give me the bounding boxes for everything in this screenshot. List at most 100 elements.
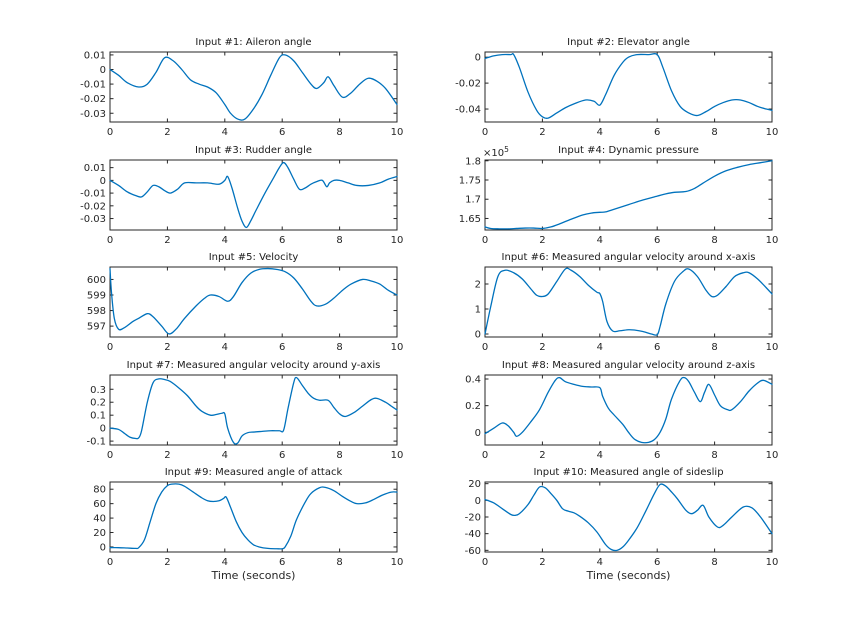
subplot-title: Input #4: Dynamic pressure: [558, 145, 699, 156]
signal-line: [109, 483, 398, 550]
y-tick-label: 0.3: [90, 384, 106, 395]
x-tick-label: 4: [222, 127, 228, 138]
subplot-title: Input #9: Measured angle of attack: [165, 467, 343, 478]
y-tick-label: 0: [475, 496, 481, 507]
subplot-title: Input #6: Measured angular velocity arou…: [502, 252, 756, 263]
y-tick-label: -60: [465, 546, 481, 557]
x-tick-label: 0: [107, 557, 113, 568]
x-tick-label: 2: [539, 557, 545, 568]
x-tick-label: 8: [336, 127, 342, 138]
subplot-4: Input #4: Dynamic pressure ×105 0 2 4 6 8 10 1.6…: [459, 145, 779, 246]
y-tick-label: 40: [93, 514, 106, 525]
axes-box: [484, 266, 773, 338]
x-tick-label: 8: [711, 235, 717, 246]
y-tick-label: -0.02: [80, 94, 106, 105]
subplot-6: Input #6: Measured angular velocity arou…: [475, 252, 779, 353]
subplot-title: Input #3: Rudder angle: [195, 145, 312, 156]
x-tick-label: 6: [654, 342, 660, 353]
axes-box: [109, 481, 398, 553]
y-tick-label: 0: [475, 427, 481, 438]
y-tick-label: -20: [465, 513, 481, 524]
subplot-title: Input #7: Measured angular velocity arou…: [127, 360, 381, 371]
x-tick-label: 8: [711, 557, 717, 568]
subplot-title: Input #2: Elevator angle: [567, 37, 690, 48]
y-tick-label: 0: [100, 423, 106, 434]
y-tick-label: -0.03: [80, 109, 106, 120]
x-tick-label: 6: [654, 450, 660, 461]
x-tick-label: 8: [711, 127, 717, 138]
x-tick-label: 4: [222, 235, 228, 246]
subplot-2: Input #2: Elevator angle 0 2 4 6 8 10 -0.04 -0.0…: [455, 37, 779, 138]
axes-box: [109, 374, 398, 445]
y-tick-label: 0: [475, 53, 481, 64]
x-tick-label: 0: [482, 342, 488, 353]
x-tick-label: 4: [597, 235, 603, 246]
x-tick-label: 0: [107, 450, 113, 461]
x-tick-label: 8: [336, 450, 342, 461]
y-tick-label: 599: [87, 291, 106, 302]
x-tick-label: 6: [279, 450, 285, 461]
y-tick-label: -0.1: [86, 436, 106, 447]
subplot-10: Input #10: Measured angle of sideslip 0 2 4…: [465, 467, 779, 582]
x-tick-label: 6: [654, 557, 660, 568]
x-tick-label: 6: [654, 235, 660, 246]
x-tick-label: 0: [482, 127, 488, 138]
y-tick-label: -0.04: [455, 105, 481, 116]
x-tick-label: 10: [391, 450, 404, 461]
x-tick-label: 4: [597, 127, 603, 138]
y-tick-label: 1: [475, 305, 481, 316]
y-tick-label: 1.65: [459, 213, 481, 224]
axes-box: [484, 481, 773, 553]
y-axis-offset-label: ×105: [483, 145, 509, 159]
x-tick-label: 10: [391, 557, 404, 568]
y-tick-label: -0.02: [80, 201, 106, 212]
y-tick-label: -0.01: [80, 188, 106, 199]
x-tick-label: 0: [482, 557, 488, 568]
y-tick-label: 600: [87, 275, 106, 286]
x-tick-label: 0: [482, 450, 488, 461]
x-tick-label: 8: [336, 557, 342, 568]
subplot-1: Input #1: Aileron angle 0 2 4 6 8 10 -0.03 -0.02…: [80, 37, 403, 138]
signal-line: [484, 159, 773, 230]
x-tick-label: 8: [711, 450, 717, 461]
x-tick-label: 10: [766, 127, 779, 138]
y-tick-label: 20: [93, 528, 106, 539]
x-tick-label: 4: [597, 450, 603, 461]
x-tick-label: 8: [336, 342, 342, 353]
x-tick-label: 2: [539, 127, 545, 138]
x-tick-label: 4: [222, 450, 228, 461]
y-tick-label: 1.75: [459, 175, 481, 186]
subplot-title: Input #8: Measured angular velocity arou…: [502, 360, 755, 371]
axes-box: [484, 374, 773, 445]
x-tick-label: 4: [222, 342, 228, 353]
x-tick-label: 2: [164, 342, 170, 353]
y-tick-label: 0.1: [90, 410, 106, 421]
x-tick-label: 2: [164, 450, 170, 461]
x-tick-label: 2: [539, 342, 545, 353]
y-tick-label: 1.8: [465, 156, 481, 167]
y-tick-label: 60: [93, 499, 106, 510]
subplot-title: Input #1: Aileron angle: [195, 37, 311, 48]
axes-box: [109, 51, 398, 123]
x-tick-label: 10: [766, 235, 779, 246]
signal-line: [109, 161, 398, 228]
signal-line: [109, 376, 398, 445]
signal-line: [109, 54, 398, 121]
x-tick-label: 6: [279, 557, 285, 568]
x-tick-label: 10: [391, 235, 404, 246]
y-tick-label: 0: [100, 175, 106, 186]
y-tick-label: 0: [100, 542, 106, 553]
subplot-7: Input #7: Measured angular velocity arou…: [86, 360, 404, 461]
y-tick-label: 0.01: [84, 163, 106, 174]
y-tick-label: 597: [87, 322, 106, 333]
y-tick-label: 0: [475, 330, 481, 341]
x-tick-label: 2: [539, 450, 545, 461]
x-tick-label: 2: [164, 557, 170, 568]
y-tick-label: 0.01: [84, 50, 106, 61]
x-tick-label: 10: [766, 450, 779, 461]
subplot-8: Input #8: Measured angular velocity arou…: [465, 360, 779, 461]
subplot-5: Input #5: Velocity 0 2 4 6 8 10 597 598 599 600: [87, 252, 403, 353]
x-tick-label: 2: [539, 235, 545, 246]
y-tick-label: 0.2: [465, 401, 481, 412]
y-tick-label: -40: [465, 529, 481, 540]
